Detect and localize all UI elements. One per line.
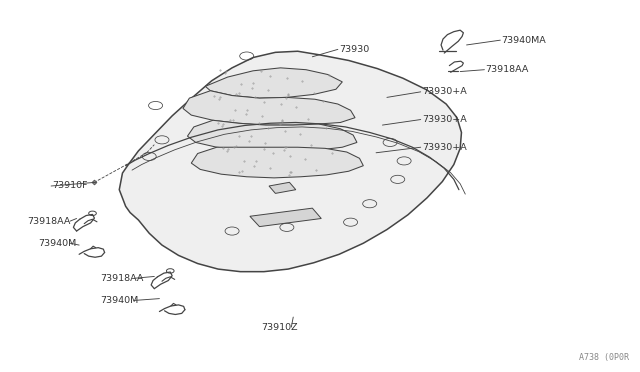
Text: A738 (0P0R: A738 (0P0R (579, 353, 629, 362)
Polygon shape (183, 91, 355, 125)
Text: 73918AA: 73918AA (100, 274, 143, 283)
Text: 73940MA: 73940MA (502, 36, 547, 45)
Text: 73930+A: 73930+A (422, 115, 467, 124)
Text: 73940M: 73940M (38, 239, 77, 248)
Polygon shape (119, 51, 461, 272)
Polygon shape (205, 68, 342, 98)
Text: 73930+A: 73930+A (422, 143, 467, 152)
Text: 73930+A: 73930+A (422, 87, 467, 96)
Text: 73910Z: 73910Z (261, 323, 298, 331)
Text: 73910F: 73910F (52, 182, 88, 190)
Text: 73930: 73930 (339, 45, 369, 54)
Polygon shape (269, 182, 296, 193)
Text: 73940M: 73940M (100, 296, 138, 305)
Polygon shape (188, 120, 357, 151)
Polygon shape (250, 208, 321, 227)
Polygon shape (191, 147, 364, 178)
Text: 73918AA: 73918AA (486, 65, 529, 74)
Text: 73918AA: 73918AA (27, 217, 70, 225)
